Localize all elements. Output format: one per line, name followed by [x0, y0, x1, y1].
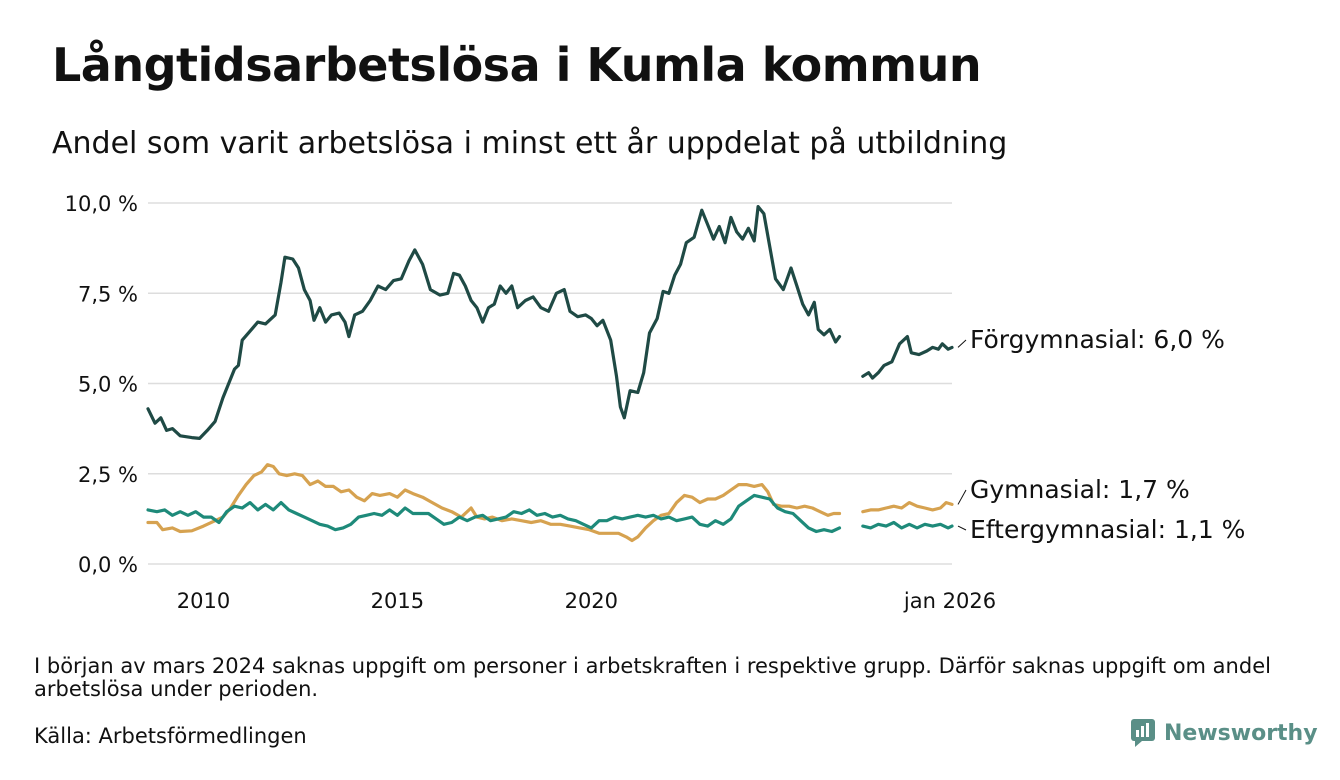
source-text: Källa: Arbetsförmedlingen	[34, 724, 307, 748]
brand-name: Newsworthy	[1164, 720, 1318, 746]
series-line-förgymnasial-1	[146, 205, 842, 440]
y-tick-label: 7,5 %	[78, 282, 138, 306]
x-axis: 2010 2015 2020 jan 2026	[177, 589, 996, 613]
series-labels: Förgymnasial: 6,0 % Gymnasial: 1,7 % Efter…	[957, 325, 1245, 544]
y-tick-label: 0,0 %	[78, 553, 138, 577]
footnote: I början av mars 2024 saknas uppgift om …	[34, 654, 1271, 701]
x-tick-label: jan 2026	[903, 589, 996, 613]
series-lines	[146, 205, 954, 543]
y-tick-label: 2,5 %	[78, 463, 138, 487]
label-leader	[957, 489, 967, 505]
y-axis: 0,0 % 2,5 % 5,0 % 7,5 % 10,0 %	[65, 192, 138, 577]
newsworthy-icon	[1131, 719, 1155, 747]
series-label-eftergymnasial: Eftergymnasial: 1,1 %	[970, 515, 1245, 544]
series-label-förgymnasial: Förgymnasial: 6,0 %	[970, 325, 1225, 354]
gridlines	[148, 202, 952, 565]
chart-title: Långtidsarbetslösa i Kumla kommun	[52, 38, 982, 92]
y-tick-label: 5,0 %	[78, 373, 138, 397]
x-tick-label: 2020	[565, 589, 618, 613]
series-line-eftergymnasial-2	[861, 520, 954, 530]
x-tick-label: 2015	[371, 589, 424, 613]
label-leader	[957, 339, 967, 348]
y-tick-label: 10,0 %	[65, 192, 138, 216]
series-line-eftergymnasial-1	[146, 493, 842, 534]
brand-logo: Newsworthy	[1130, 718, 1318, 748]
x-tick-label: 2010	[177, 589, 230, 613]
series-label-gymnasial: Gymnasial: 1,7 %	[970, 475, 1190, 504]
series-line-förgymnasial-2	[861, 335, 954, 380]
label-leader	[957, 525, 967, 531]
line-chart: 0,0 % 2,5 % 5,0 % 7,5 % 10,0 % 2010 2015 2020 j…	[65, 192, 1246, 613]
series-line-gymnasial-2	[861, 501, 954, 514]
chart-subtitle: Andel som varit arbetslösa i minst ett å…	[52, 126, 1008, 161]
